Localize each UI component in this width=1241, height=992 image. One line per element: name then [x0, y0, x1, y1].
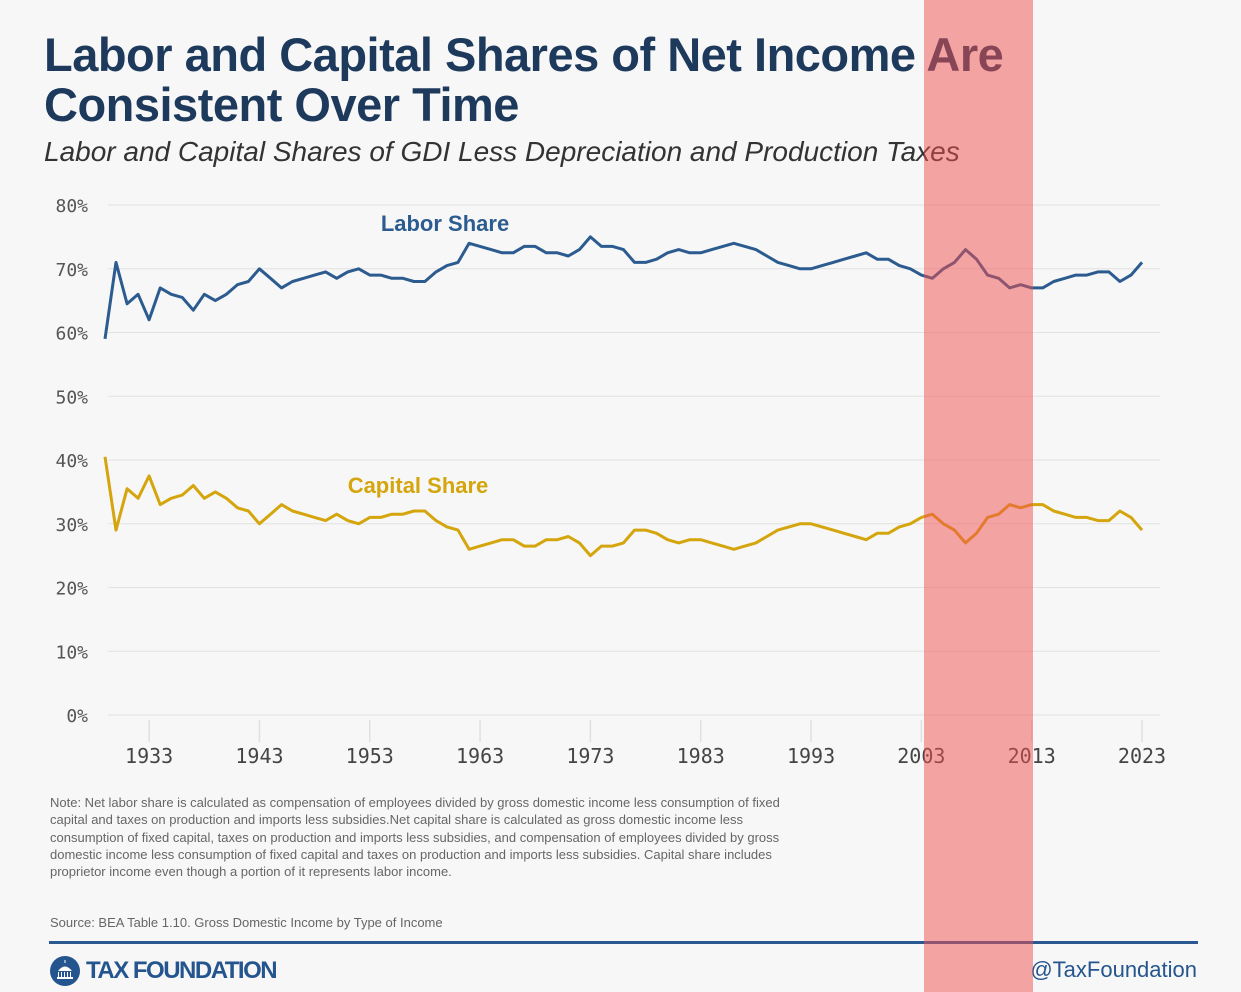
chart-source: Source: BEA Table 1.10. Gross Domestic I…: [50, 915, 443, 930]
x-tick-label: 2003: [897, 744, 945, 768]
x-tick-label: 1953: [346, 744, 394, 768]
label-capital-share: Capital Share: [348, 473, 489, 498]
y-tick-label: 20%: [55, 579, 88, 600]
line-chart: 0% 10% 20% 30% 40% 50% 60% 70% 80% 1933 1943 1953 1…: [55, 196, 1166, 768]
y-tick-label: 30%: [55, 515, 88, 536]
series-line-labor-share: [103, 235, 1144, 340]
footer-divider: [49, 941, 1198, 944]
twitter-handle: @TaxFoundation: [1030, 957, 1197, 982]
x-tick-label: 1963: [456, 744, 504, 768]
y-tick-label: 60%: [55, 324, 88, 345]
x-tick-label: 1943: [235, 744, 283, 768]
x-tick-label: 2023: [1118, 744, 1166, 768]
chart-note: Note: Net labor share is calculated as c…: [50, 795, 780, 880]
y-tick-label: 0%: [66, 706, 88, 727]
x-tick-label: 1983: [677, 744, 725, 768]
series-line-capital-share: [103, 456, 1144, 558]
label-labor-share: Labor Share: [381, 211, 509, 236]
capitol-dome-icon: [50, 956, 80, 986]
logo-text: TAX FOUNDATION: [86, 957, 278, 984]
y-tick-label: 10%: [55, 642, 88, 663]
x-tick-label: 1973: [566, 744, 614, 768]
tax-foundation-logo: TAX FOUNDATION: [48, 955, 278, 987]
chart-subtitle: Labor and Capital Shares of GDI Less Dep…: [44, 136, 960, 167]
y-tick-label: 40%: [55, 451, 88, 472]
y-tick-label: 50%: [55, 387, 88, 408]
x-tick-label: 2013: [1008, 744, 1056, 768]
x-tick-label: 1993: [787, 744, 835, 768]
y-tick-label: 80%: [55, 196, 88, 217]
chart-title: Labor and Capital Shares of Net Income A…: [44, 28, 1004, 131]
y-tick-label: 70%: [55, 260, 88, 281]
x-tick-label: 1933: [125, 744, 173, 768]
